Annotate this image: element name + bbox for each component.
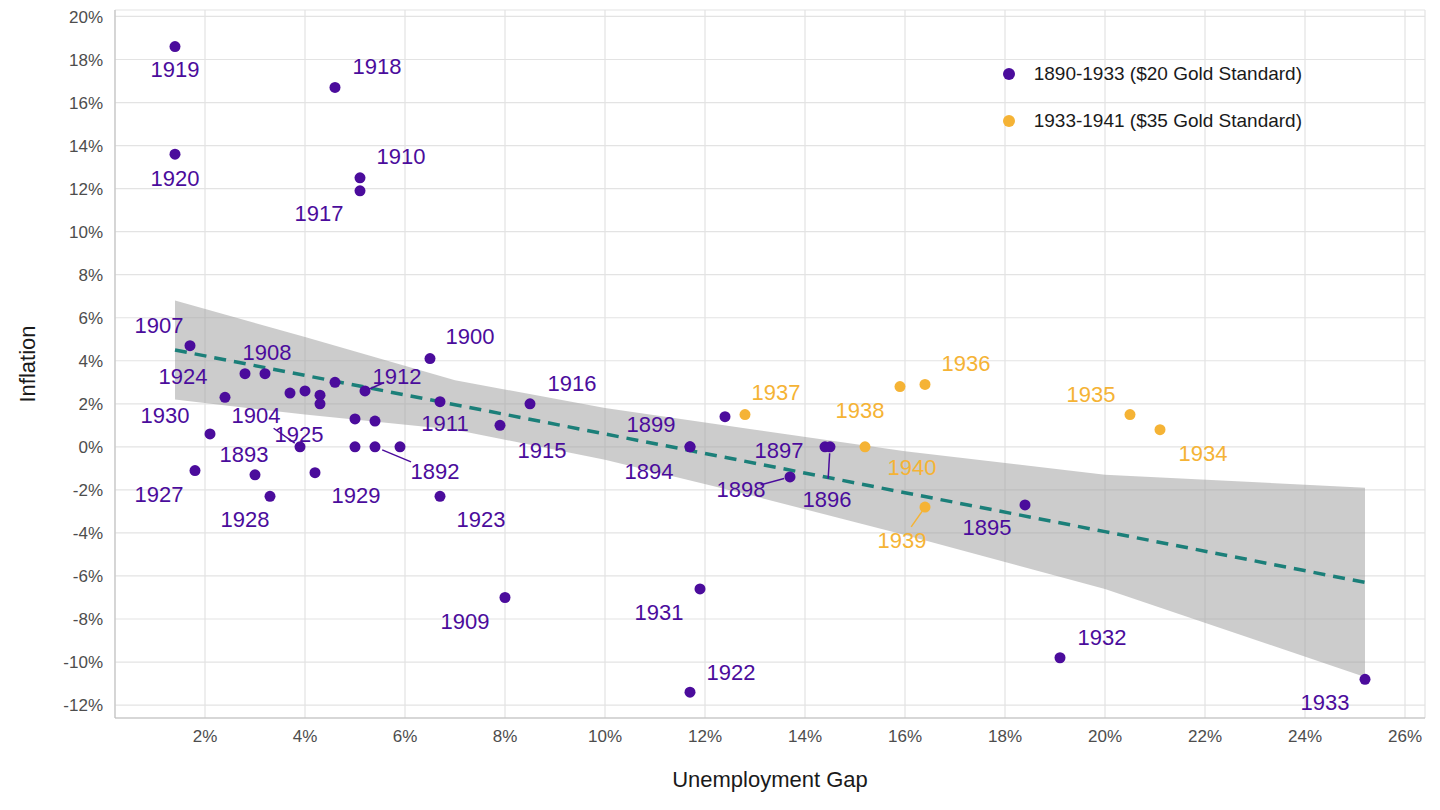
svg-text:1904: 1904 — [232, 403, 281, 428]
svg-text:1916: 1916 — [548, 371, 597, 396]
svg-text:1908: 1908 — [243, 340, 292, 365]
svg-text:1934: 1934 — [1179, 441, 1228, 466]
svg-text:1907: 1907 — [135, 313, 184, 338]
svg-text:1918: 1918 — [353, 54, 402, 79]
svg-text:10%: 10% — [69, 223, 103, 242]
svg-text:1935: 1935 — [1067, 382, 1116, 407]
svg-text:-8%: -8% — [73, 610, 103, 629]
svg-text:1927: 1927 — [135, 482, 184, 507]
svg-text:1896: 1896 — [803, 487, 852, 512]
svg-text:1899: 1899 — [627, 412, 676, 437]
svg-text:1931: 1931 — [635, 600, 684, 625]
svg-text:1938: 1938 — [836, 398, 885, 423]
svg-text:-4%: -4% — [73, 524, 103, 543]
svg-text:1929: 1929 — [332, 483, 381, 508]
html-text:Unemployment Gap: Unemployment Gap — [672, 767, 868, 792]
svg-text:1917: 1917 — [295, 201, 344, 226]
svg-text:1936: 1936 — [942, 351, 991, 376]
svg-text:8%: 8% — [78, 266, 103, 285]
svg-text:6%: 6% — [393, 727, 418, 746]
svg-text:22%: 22% — [1188, 727, 1222, 746]
svg-text:1894: 1894 — [625, 459, 674, 484]
svg-text:4%: 4% — [78, 352, 103, 371]
svg-text:6%: 6% — [78, 309, 103, 328]
svg-text:1909: 1909 — [441, 609, 490, 634]
svg-text:1939: 1939 — [878, 528, 927, 553]
svg-text:1924: 1924 — [159, 364, 208, 389]
svg-text:1928: 1928 — [221, 507, 270, 532]
svg-text:1898: 1898 — [717, 477, 766, 502]
svg-text:1892: 1892 — [411, 459, 460, 484]
svg-text:1937: 1937 — [752, 380, 801, 405]
svg-text:1925: 1925 — [275, 422, 324, 447]
svg-text:-2%: -2% — [73, 481, 103, 500]
svg-text:20%: 20% — [69, 8, 103, 26]
svg-text:1930: 1930 — [141, 403, 190, 428]
html-text:1890-1933 ($20 Gold Standard): 1890-1933 ($20 Gold Standard) — [1033, 62, 1302, 84]
svg-text:1919: 1919 — [151, 57, 200, 82]
svg-text:24%: 24% — [1288, 727, 1322, 746]
svg-text:18%: 18% — [988, 727, 1022, 746]
svg-text:1893: 1893 — [220, 442, 269, 467]
svg-text:1911: 1911 — [421, 411, 468, 436]
svg-text:1912: 1912 — [373, 364, 422, 389]
svg-text:14%: 14% — [788, 727, 822, 746]
svg-text:2%: 2% — [193, 727, 218, 746]
svg-text:1920: 1920 — [151, 166, 200, 191]
svg-text:-10%: -10% — [63, 653, 103, 672]
svg-text:1897: 1897 — [755, 438, 804, 463]
svg-text:14%: 14% — [69, 137, 103, 156]
html-text:1933-1941 ($35 Gold Standard): 1933-1941 ($35 Gold Standard) — [1033, 109, 1302, 131]
svg-text:-12%: -12% — [63, 696, 103, 715]
svg-text:1910: 1910 — [377, 144, 426, 169]
html-text:Inflation: Inflation — [15, 325, 40, 403]
svg-text:2%: 2% — [78, 395, 103, 414]
svg-text:12%: 12% — [69, 180, 103, 199]
svg-text:1923: 1923 — [457, 507, 506, 532]
svg-text:16%: 16% — [69, 94, 103, 113]
svg-text:1895: 1895 — [963, 515, 1012, 540]
svg-text:-6%: -6% — [73, 567, 103, 586]
svg-text:4%: 4% — [293, 727, 318, 746]
svg-text:0%: 0% — [78, 438, 103, 457]
svg-text:16%: 16% — [888, 727, 922, 746]
svg-text:1922: 1922 — [707, 660, 756, 685]
svg-text:1915: 1915 — [518, 438, 567, 463]
svg-text:12%: 12% — [688, 727, 722, 746]
svg-text:26%: 26% — [1388, 727, 1422, 746]
svg-text:1900: 1900 — [446, 324, 495, 349]
svg-text:10%: 10% — [588, 727, 622, 746]
svg-text:1932: 1932 — [1078, 625, 1127, 650]
svg-text:1940: 1940 — [888, 455, 937, 480]
svg-text:20%: 20% — [1088, 727, 1122, 746]
svg-text:18%: 18% — [69, 51, 103, 70]
svg-text:1933: 1933 — [1301, 690, 1350, 715]
svg-text:8%: 8% — [493, 727, 518, 746]
